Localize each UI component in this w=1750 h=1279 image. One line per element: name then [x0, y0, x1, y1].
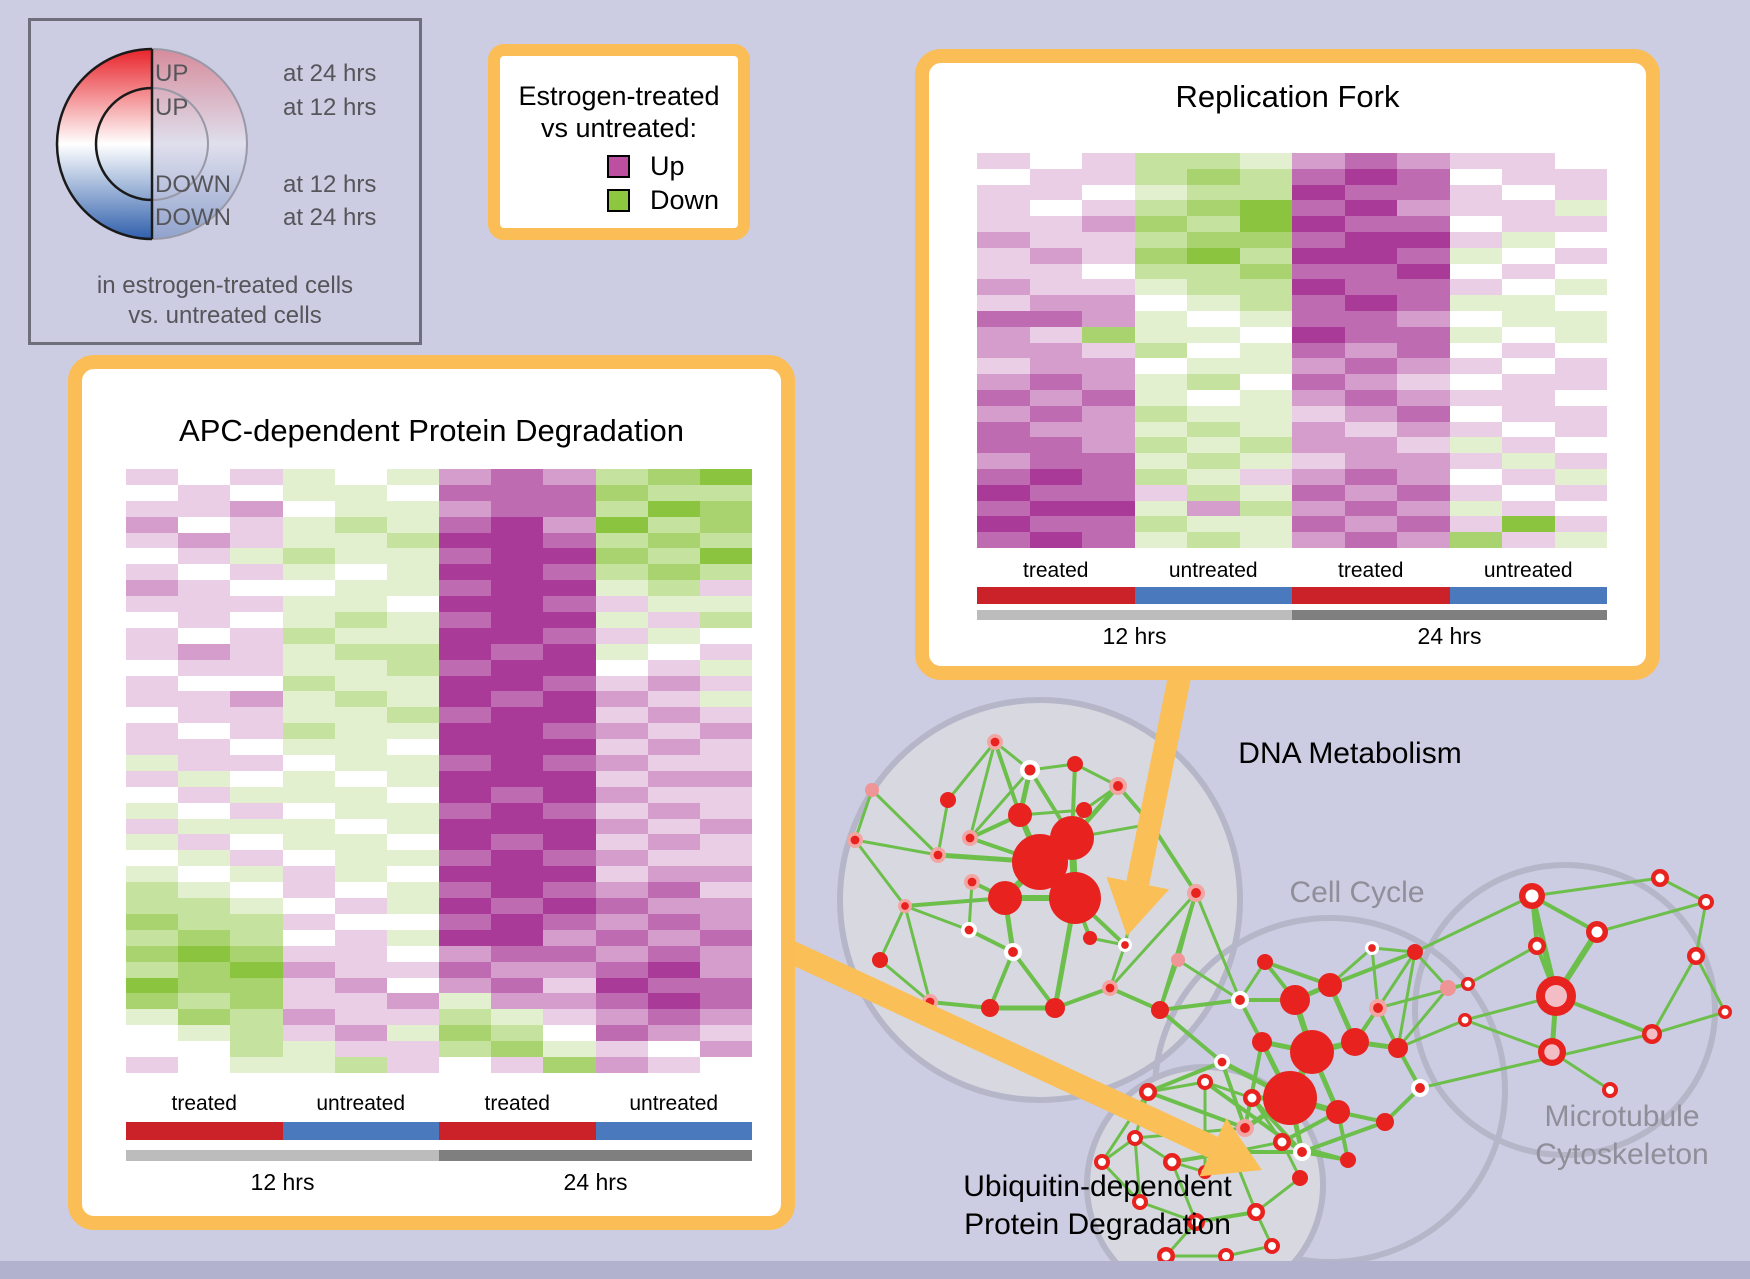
updown-time: at 12 hrs: [283, 171, 377, 198]
replication-fork-heatmap: [977, 153, 1607, 548]
cluster-label-line: Protein Degradation: [964, 1208, 1231, 1241]
updown-circle-glyph: [55, 47, 248, 241]
updown-caption: in estrogen-treated cells vs. untreated …: [31, 271, 419, 331]
estrogen-legend-title-line2: vs untreated:: [540, 113, 698, 143]
updown-word: DOWN: [155, 204, 231, 231]
condition-label: untreated: [316, 1092, 406, 1115]
down-label: Down: [650, 184, 720, 215]
up-color-swatch: [607, 154, 630, 178]
cluster-label-cell-cycle: Cell Cycle: [1227, 874, 1487, 912]
cluster-label-line: Cell Cycle: [1289, 876, 1425, 909]
condition-label: treated: [171, 1092, 237, 1115]
updown-caption-line1: in estrogen-treated cells: [96, 272, 354, 299]
cluster-label-line: DNA Metabolism: [1238, 737, 1462, 770]
replication-fork-panel: Replication Fork treated untreated treat…: [915, 49, 1660, 680]
cluster-label-line: Cytoskeleton: [1535, 1138, 1709, 1171]
replication-fork-title: Replication Fork: [1175, 79, 1400, 114]
condition-labels: treated untreated treated untreated: [126, 1092, 752, 1116]
apc-degradation-panel: APC-dependent Protein Degradation treate…: [68, 355, 795, 1230]
condition-color-bar: [977, 587, 1607, 604]
estrogen-legend-box: Estrogen-treated vs untreated: Up Down: [488, 44, 750, 240]
legend-item-down: Down: [607, 185, 719, 215]
cluster-label-line: Microtubule: [1544, 1100, 1700, 1133]
condition-label: treated: [1338, 559, 1404, 582]
time-label-24hrs: 24 hrs: [563, 1169, 628, 1195]
updown-time: at 24 hrs: [283, 60, 377, 87]
updown-time: at 24 hrs: [283, 204, 377, 231]
updown-caption-line2: vs. untreated cells: [128, 302, 322, 329]
condition-label: untreated: [1483, 559, 1573, 582]
time-label-12hrs: 12 hrs: [250, 1169, 315, 1195]
time-label-12hrs: 12 hrs: [1102, 623, 1167, 649]
cluster-label-ubiquitin-degradation: Ubiquitin-dependent Protein Degradation: [940, 1168, 1255, 1244]
updown-word: UP: [155, 60, 189, 87]
time-labels: 12 hrs 24 hrs: [977, 623, 1607, 651]
updown-row: DOWN at 12 hrs: [31, 171, 419, 199]
updown-time: at 12 hrs: [283, 94, 377, 121]
time-labels: 12 hrs 24 hrs: [126, 1169, 752, 1197]
updown-legend-box: UP at 24 hrs UP at 12 hrs DOWN at 12 hrs…: [28, 18, 422, 345]
apc-heatmap: [126, 469, 752, 1073]
updown-word: UP: [155, 94, 189, 121]
cluster-label-microtubule-cytoskeleton: Microtubule Cytoskeleton: [1480, 1098, 1750, 1174]
condition-label: untreated: [1168, 559, 1258, 582]
condition-label: untreated: [629, 1092, 719, 1115]
time-color-bar: [126, 1150, 752, 1161]
updown-word: DOWN: [155, 171, 231, 198]
estrogen-legend-title: Estrogen-treated vs untreated:: [500, 80, 738, 144]
condition-label: treated: [484, 1092, 550, 1115]
time-label-24hrs: 24 hrs: [1417, 623, 1482, 649]
down-color-swatch: [607, 188, 630, 212]
legend-item-up: Up: [607, 151, 685, 181]
updown-row: UP at 12 hrs: [31, 94, 419, 122]
updown-row: DOWN at 24 hrs: [31, 204, 419, 232]
up-label: Up: [650, 150, 685, 181]
time-color-bar: [977, 610, 1607, 620]
condition-labels: treated untreated treated untreated: [977, 559, 1607, 583]
updown-row: UP at 24 hrs: [31, 60, 419, 88]
apc-panel-title: APC-dependent Protein Degradation: [179, 413, 684, 448]
bottom-strip: [0, 1261, 1750, 1279]
cluster-label-line: Ubiquitin-dependent: [963, 1170, 1232, 1203]
estrogen-legend-title-line1: Estrogen-treated: [518, 81, 720, 111]
condition-label: treated: [1023, 559, 1089, 582]
cluster-label-dna-metabolism: DNA Metabolism: [1210, 735, 1490, 773]
condition-color-bar: [126, 1122, 752, 1140]
